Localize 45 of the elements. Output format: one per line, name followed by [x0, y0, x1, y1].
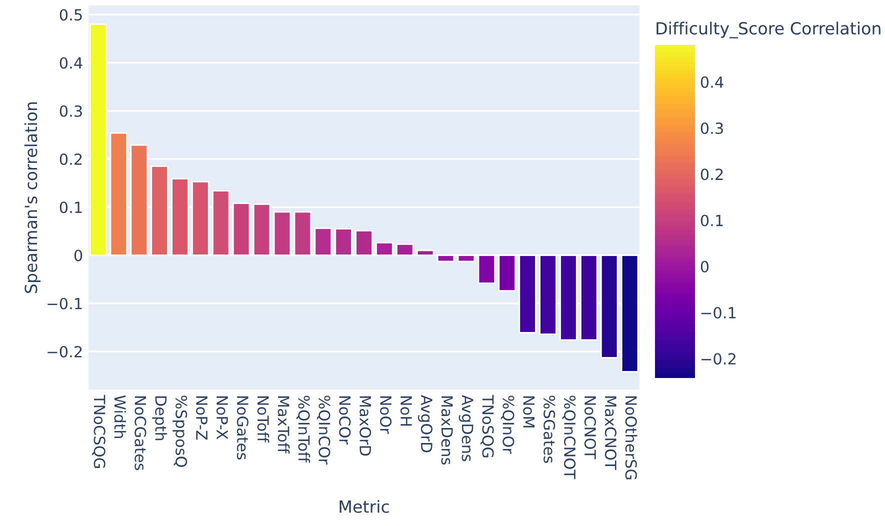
x-tick-label: %SpposQ [172, 396, 188, 467]
x-tick-label: MaxDens [441, 396, 453, 465]
x-tick-label: MaxCNOT [604, 396, 616, 470]
x-tick-label: %QInToff [296, 396, 310, 463]
y-tick-label: 0.1 [60, 202, 82, 214]
x-tick-label: NoOtherSG [625, 396, 638, 480]
x-tick-label: MaxOrD [360, 396, 372, 456]
x-tick-label: NoH [400, 396, 412, 426]
y-tick-label: 0.4 [60, 57, 82, 69]
x-tick-label: %QInCNOT [562, 396, 576, 480]
color-bar-label: 0.4 [700, 76, 724, 88]
color-bar-label: −0.1 [701, 306, 736, 319]
y-tick-label: 0 [74, 250, 82, 262]
x-tick-label: TNoSQG [480, 394, 494, 458]
x-tick-label: NoP-Z [196, 396, 208, 440]
x-tick-label: NoP-X [216, 396, 228, 440]
x-tick-label: NoCNOT [584, 396, 596, 460]
color-bar-title: Difficulty_Score Correlation [656, 22, 880, 38]
x-tick-label: %QInCOr [316, 396, 330, 465]
x-tick-label: NoGates [236, 396, 248, 460]
x-tick-label: NoCGates [134, 396, 146, 470]
color-bar-label: 0 [700, 260, 709, 272]
x-tick-label: %QInOr [500, 396, 514, 454]
y-tick-label: 0.3 [60, 105, 82, 117]
y-tick-label: −0.2 [48, 346, 82, 358]
x-tick-label: %SGates [544, 396, 556, 463]
x-tick-label: NoCOr [339, 396, 351, 445]
x-tick-label: NoM [523, 396, 534, 428]
y-tick-label: −0.1 [48, 298, 82, 310]
color-bar-label: −0.2 [701, 353, 736, 365]
y-tick-label: 0.2 [60, 153, 82, 166]
x-tick-label: MaxToff [278, 396, 290, 454]
x-tick-label: AvgOrD [418, 394, 432, 452]
x-axis-title: Metric [340, 500, 389, 513]
y-axis-title: Spearman's correlation [24, 102, 40, 293]
x-tick-label: NoOr [380, 396, 392, 434]
x-tick-label: Depth [152, 396, 167, 440]
color-bar-label: 0.3 [700, 122, 723, 134]
x-tick-label: TNoCSQG [92, 394, 106, 468]
color-bar-label: 0.1 [700, 214, 723, 226]
x-tick-label: AvgDens [458, 394, 474, 462]
x-tick-label: NoToff [257, 396, 270, 443]
x-tick-label: Width [114, 395, 126, 438]
y-tick-label: 0.5 [60, 9, 82, 21]
color-bar-label: 0.2 [700, 168, 723, 180]
